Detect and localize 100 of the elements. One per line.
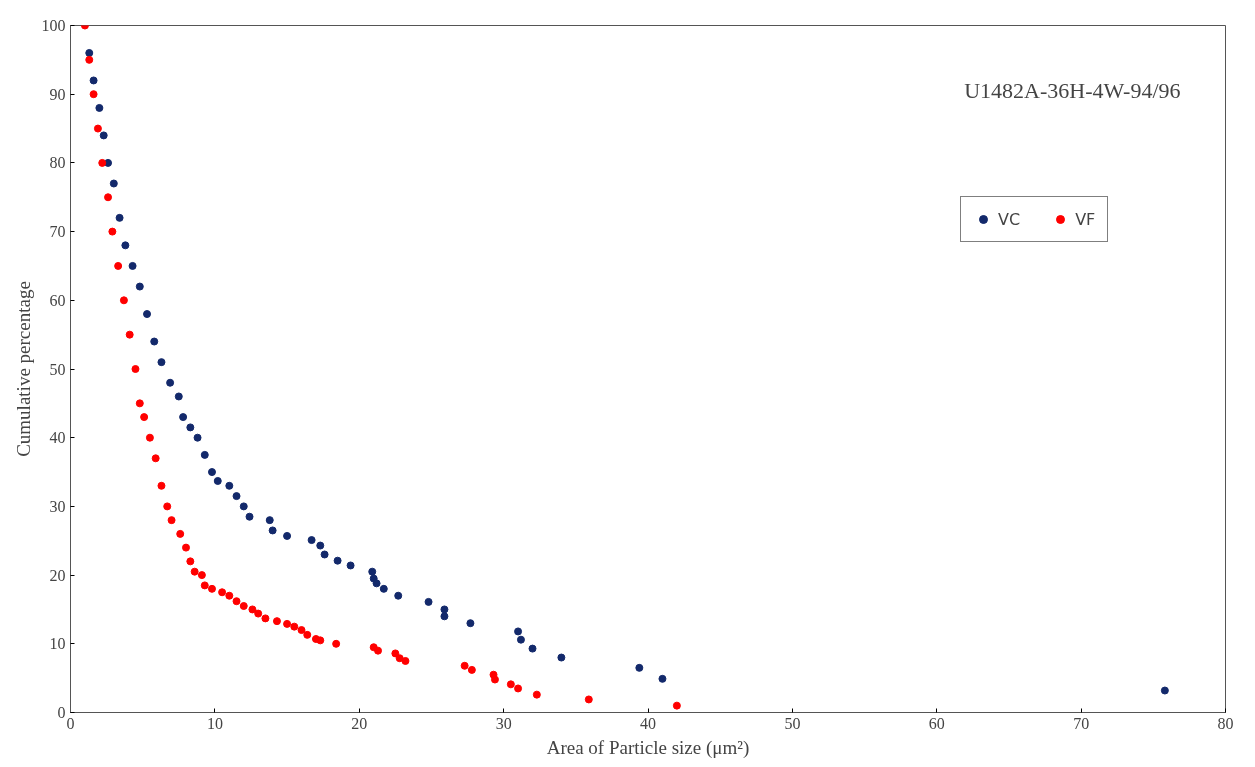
point — [268, 526, 277, 535]
point — [333, 556, 342, 565]
y-axis-title: Cumulative percentage — [12, 281, 34, 457]
x-tick-label: 20 — [351, 714, 368, 732]
point — [104, 193, 113, 202]
point — [528, 644, 537, 653]
point — [440, 605, 449, 614]
point — [297, 626, 306, 635]
annotation: U1482A-36H-4W-94/96 — [964, 77, 1181, 103]
y-tick-label: 20 — [49, 566, 66, 584]
point — [157, 481, 166, 490]
point — [401, 656, 410, 665]
point — [157, 358, 166, 367]
point — [394, 591, 403, 600]
point — [218, 588, 227, 597]
point — [108, 227, 117, 236]
point — [114, 261, 123, 270]
y-tick-label: 70 — [49, 223, 66, 241]
point — [379, 584, 388, 593]
point — [232, 597, 241, 606]
point — [197, 571, 206, 580]
point — [672, 701, 681, 710]
point — [516, 635, 525, 644]
point — [316, 541, 325, 550]
point — [213, 476, 222, 485]
point — [176, 529, 185, 538]
point — [557, 653, 566, 662]
point — [254, 609, 263, 618]
y-tick-label: 40 — [49, 429, 66, 447]
y-tick-label: 80 — [49, 154, 66, 172]
point — [303, 630, 312, 639]
point — [85, 48, 94, 57]
point — [93, 124, 102, 133]
x-tick-label: 80 — [1217, 714, 1234, 732]
point — [135, 399, 144, 408]
point — [514, 684, 523, 693]
point — [272, 617, 281, 626]
point — [179, 413, 188, 422]
point — [119, 296, 128, 305]
point — [186, 423, 195, 432]
x-axis-title: Area of Particle size (μm²) — [546, 736, 750, 759]
x-tick-label: 70 — [1073, 714, 1090, 732]
point — [320, 550, 329, 559]
point — [151, 454, 160, 463]
point — [584, 695, 593, 704]
point — [424, 597, 433, 606]
point — [200, 581, 209, 590]
point — [467, 665, 476, 674]
point — [143, 310, 152, 319]
point — [135, 282, 144, 291]
point — [245, 512, 254, 521]
point — [89, 76, 98, 85]
point — [239, 502, 248, 511]
y-tick-label: 60 — [49, 291, 66, 309]
point — [167, 516, 176, 525]
point — [332, 639, 341, 648]
x-tick-label: 60 — [928, 714, 945, 732]
point — [200, 450, 209, 459]
point — [225, 591, 234, 600]
legend-label: VC — [998, 209, 1021, 229]
y-tick-label: 30 — [49, 497, 66, 515]
point — [460, 661, 469, 670]
point — [207, 468, 216, 477]
point — [514, 627, 523, 636]
y-tick-label: 10 — [49, 635, 66, 653]
point — [109, 179, 118, 188]
x-tick-label: 40 — [640, 714, 656, 732]
point — [225, 481, 234, 490]
point — [466, 619, 475, 628]
point — [232, 492, 241, 501]
point — [395, 654, 404, 663]
point — [372, 579, 381, 588]
point — [283, 619, 292, 628]
point — [98, 158, 107, 167]
legend-label: VF — [1075, 209, 1096, 229]
point — [368, 567, 377, 576]
point — [283, 531, 292, 540]
point — [150, 337, 159, 346]
y-tick-label: 50 — [49, 360, 66, 378]
point — [506, 680, 515, 689]
point — [121, 241, 130, 250]
point — [128, 261, 137, 270]
point — [182, 543, 190, 552]
point — [99, 131, 108, 140]
point — [125, 330, 134, 339]
point — [1160, 686, 1169, 695]
point — [207, 584, 216, 593]
point — [174, 392, 183, 401]
point — [95, 103, 104, 112]
point — [374, 646, 383, 655]
x-tick-label: 10 — [206, 714, 223, 732]
point — [163, 502, 172, 511]
point — [193, 433, 202, 442]
point — [658, 674, 667, 683]
point — [261, 614, 270, 623]
x-tick-label: 50 — [784, 714, 801, 732]
point — [115, 213, 124, 222]
point — [248, 605, 257, 614]
point — [391, 649, 400, 658]
point — [440, 612, 449, 621]
